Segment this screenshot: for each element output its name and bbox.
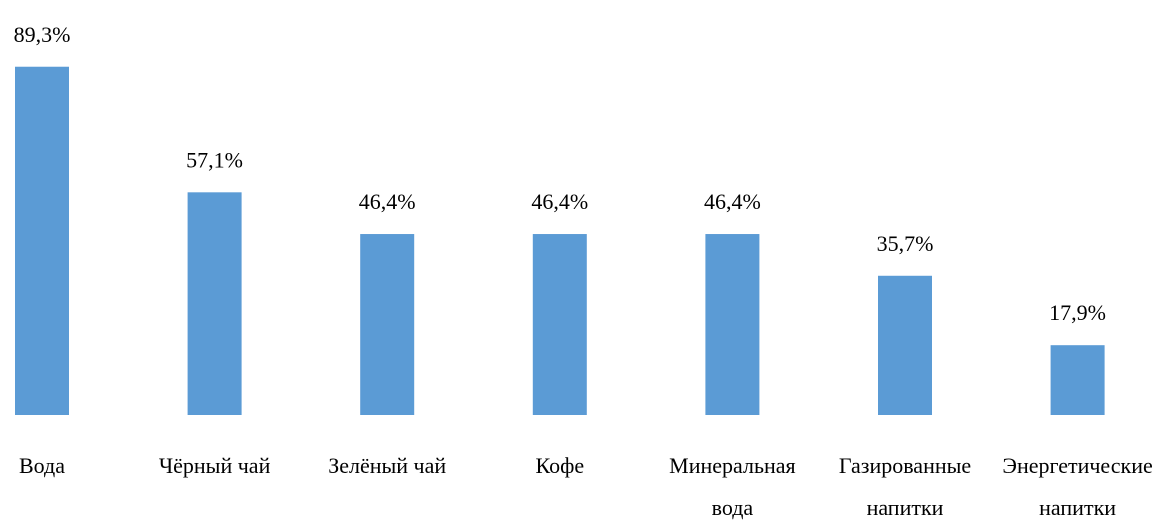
value-label: 46,4% [704,189,761,214]
value-label: 35,7% [877,231,934,256]
bar [878,275,932,415]
bar [15,66,69,415]
x-tick-label: Минеральная вода [669,453,796,520]
bar [532,234,587,415]
bar [705,234,760,415]
x-tick-label: Газированные напитки [839,453,971,520]
bar [360,234,415,415]
x-tick-label: Кофе [535,453,584,478]
x-tick-label: Энергетические напитки [1002,453,1152,520]
bar [187,192,242,415]
value-label: 17,9% [1049,300,1106,325]
x-tick-label: Зелёный чай [328,453,446,478]
value-label: 46,4% [359,189,416,214]
value-label: 89,3% [14,22,71,47]
value-label: 57,1% [186,147,243,172]
x-tick-label: Чёрный чай [159,453,271,478]
value-label: 46,4% [531,189,588,214]
bar [1050,345,1105,415]
x-tick-label: Вода [19,453,65,478]
